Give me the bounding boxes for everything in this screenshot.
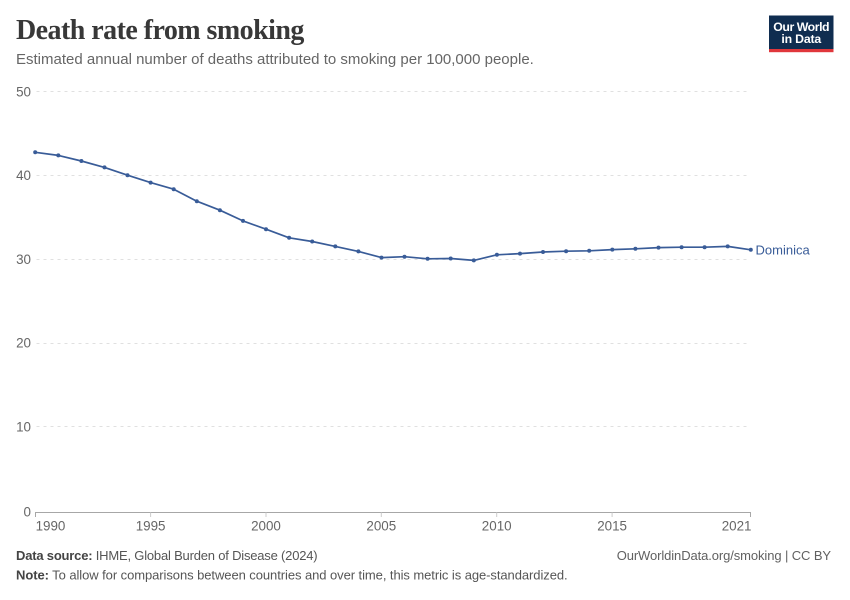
svg-text:1995: 1995 [136,519,166,534]
svg-text:2005: 2005 [366,519,396,534]
svg-text:30: 30 [16,252,31,267]
svg-text:Dominica: Dominica [756,243,811,258]
svg-text:0: 0 [24,505,31,520]
svg-text:1990: 1990 [36,519,66,534]
svg-text:Data source: IHME, Global Burd: Data source: IHME, Global Burden of Dise… [16,548,317,563]
svg-text:Our World: Our World [773,20,829,34]
svg-text:Note: To allow for comparisons: Note: To allow for comparisons between c… [16,567,568,582]
svg-text:Estimated annual number of dea: Estimated annual number of deaths attrib… [16,51,534,68]
svg-text:2000: 2000 [251,519,281,534]
svg-text:2015: 2015 [597,519,627,534]
svg-text:20: 20 [16,336,31,351]
svg-text:in Data: in Data [781,32,821,46]
svg-text:2021: 2021 [722,519,752,534]
svg-text:Death rate from smoking: Death rate from smoking [16,15,304,46]
svg-text:10: 10 [16,420,31,435]
svg-text:40: 40 [16,168,31,183]
svg-text:2010: 2010 [482,519,512,534]
svg-text:50: 50 [16,84,31,99]
svg-text:OurWorldinData.org/smoking | C: OurWorldinData.org/smoking | CC BY [617,548,832,563]
